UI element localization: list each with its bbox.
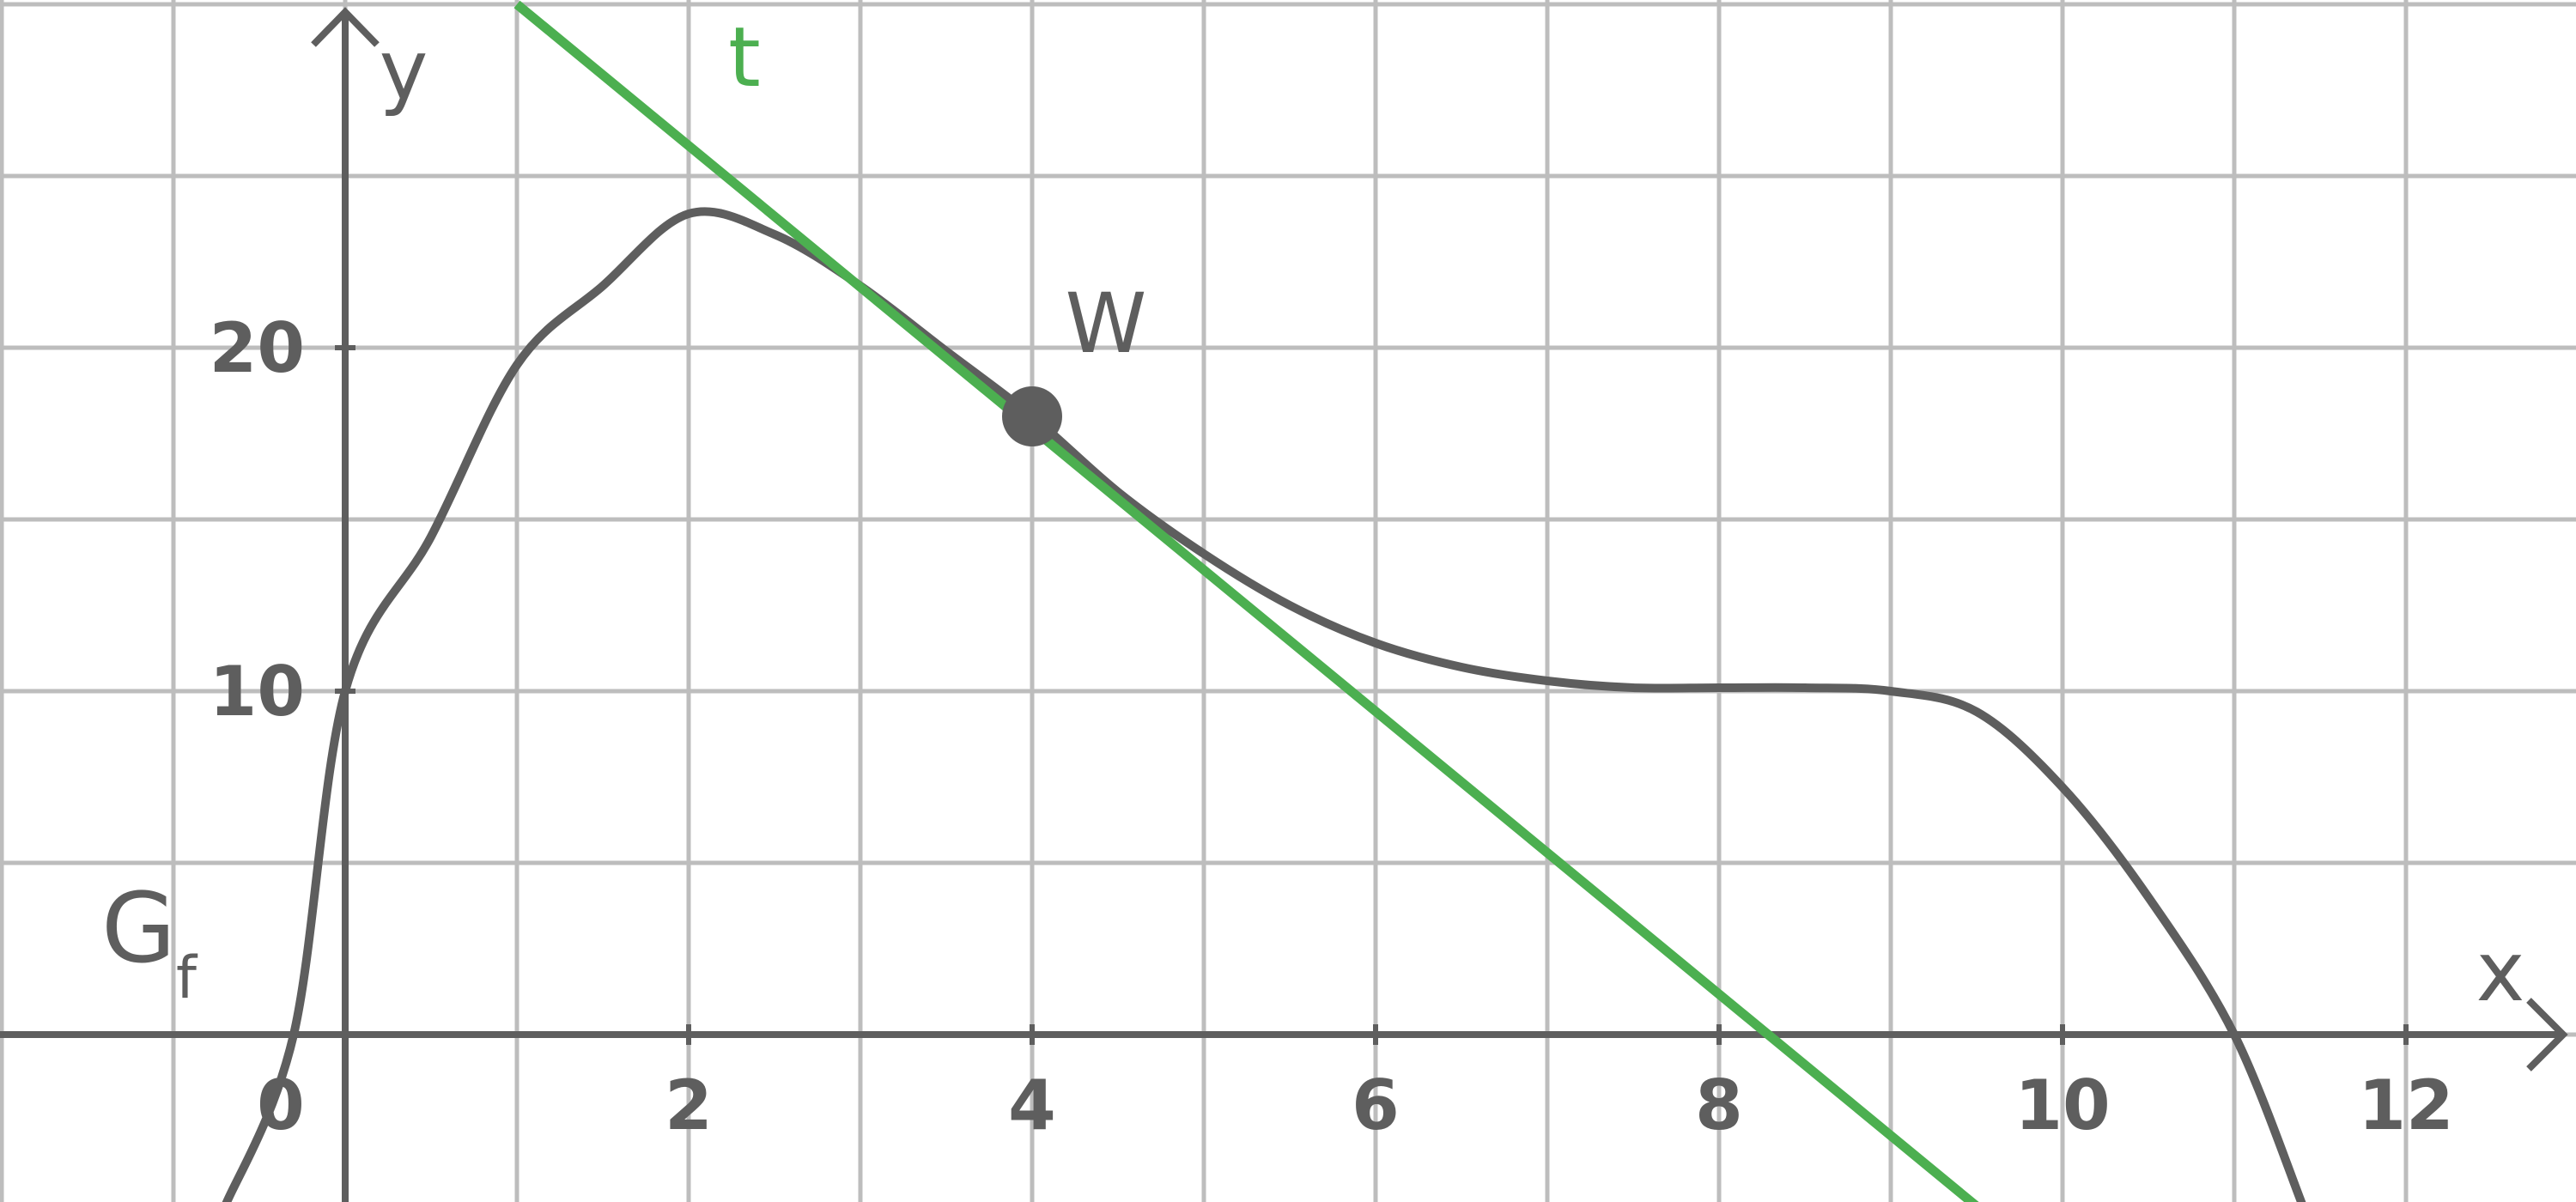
tangent-line-t — [513, 0, 1979, 1202]
axes: xy — [0, 7, 2568, 1202]
x-tick-label: 8 — [1695, 1065, 1743, 1145]
point-w — [1002, 386, 1062, 446]
y-axis-arrow — [311, 7, 380, 47]
y-tick-label: 20 — [210, 308, 305, 388]
x-tick-label: 12 — [2358, 1065, 2453, 1145]
function-curve-gf — [222, 207, 2306, 1202]
x-tick-label: 4 — [1008, 1065, 1056, 1145]
plot-series — [222, 0, 2306, 1202]
graph-label-subscript: f — [176, 944, 198, 1012]
x-tick-label: 2 — [665, 1065, 713, 1145]
y-tick-label: 10 — [210, 652, 305, 732]
x-axis-arrow — [2526, 998, 2568, 1071]
annotations: t G f W — [101, 9, 1146, 1012]
point-w-label: W — [1066, 276, 1147, 372]
x-axis-label: x — [2476, 924, 2525, 1020]
x-tick-label: 6 — [1352, 1065, 1400, 1145]
tangent-label: t — [728, 9, 761, 106]
y-axis-label: y — [380, 22, 428, 118]
x-tick-label: 10 — [2014, 1065, 2110, 1145]
graph-label: G — [101, 873, 176, 985]
